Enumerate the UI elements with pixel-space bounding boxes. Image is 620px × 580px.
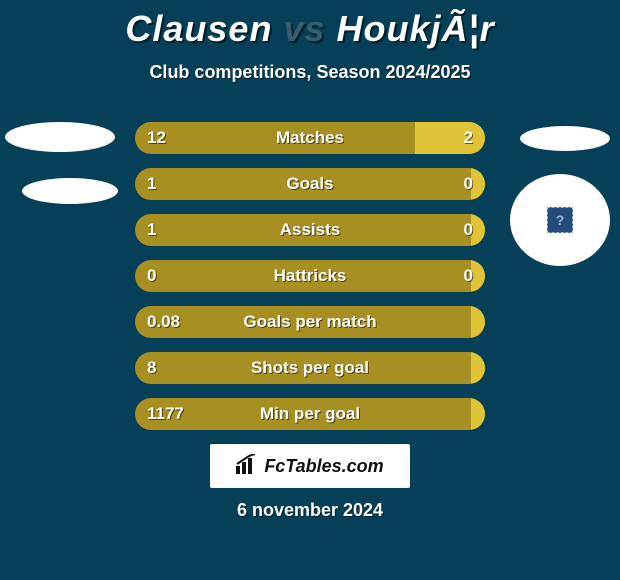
stat-bar: 12Matches2 xyxy=(135,122,485,154)
chart-icon xyxy=(236,454,258,479)
jersey-placeholder-icon: ? xyxy=(547,207,573,233)
stat-label: Goals xyxy=(135,168,485,200)
brand-text: FcTables.com xyxy=(264,456,383,477)
jersey-placeholder-text: ? xyxy=(556,212,565,228)
stat-label: Assists xyxy=(135,214,485,246)
vs-label: vs xyxy=(283,8,325,49)
brand-logo: FcTables.com xyxy=(210,444,410,488)
stats-bars-container: 12Matches21Goals01Assists00Hattricks00.0… xyxy=(135,122,485,444)
stat-bar: 1Assists0 xyxy=(135,214,485,246)
stat-bar: 1Goals0 xyxy=(135,168,485,200)
player2-avatar-ellipse xyxy=(520,126,610,151)
stat-right-value: 0 xyxy=(452,168,485,200)
footer-date: 6 november 2024 xyxy=(0,500,620,521)
stat-bar: 0.08Goals per match xyxy=(135,306,485,338)
stat-label: Matches xyxy=(135,122,485,154)
stat-label: Min per goal xyxy=(135,398,485,430)
subtitle: Club competitions, Season 2024/2025 xyxy=(0,62,620,83)
stat-right-value: 0 xyxy=(452,214,485,246)
player1-avatar-ellipse-2 xyxy=(22,178,118,204)
stat-label: Goals per match xyxy=(135,306,485,338)
stat-bar: 8Shots per goal xyxy=(135,352,485,384)
stat-label: Hattricks xyxy=(135,260,485,292)
stat-right-value: 0 xyxy=(452,260,485,292)
stat-right-value: 2 xyxy=(452,122,485,154)
stat-bar: 1177Min per goal xyxy=(135,398,485,430)
player1-avatar-ellipse-1 xyxy=(5,122,115,152)
player2-jersey-circle: ? xyxy=(510,174,610,266)
comparison-title: Clausen vs HoukjÃ¦r xyxy=(0,0,620,50)
player1-name: Clausen xyxy=(125,8,272,49)
stat-label: Shots per goal xyxy=(135,352,485,384)
stat-bar: 0Hattricks0 xyxy=(135,260,485,292)
player2-name: HoukjÃ¦r xyxy=(337,8,495,49)
